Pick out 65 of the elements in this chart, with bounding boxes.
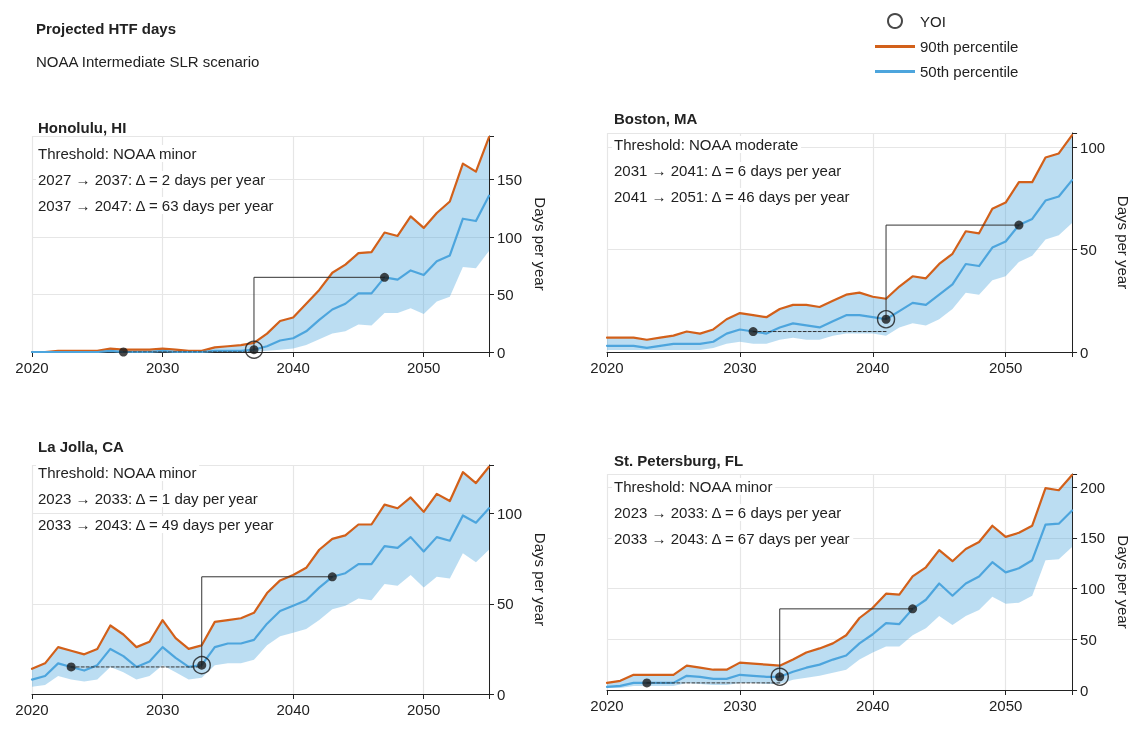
annotation: 2027 → 2037: Δ = 2 days per year xyxy=(38,171,266,188)
y-tick-label: 100 xyxy=(1080,138,1106,156)
annotation: Threshold: NOAA minor xyxy=(614,478,773,495)
point xyxy=(748,327,758,337)
y-tick-label: 50 xyxy=(1080,630,1097,648)
y-axis-title: Days per year xyxy=(1115,535,1132,629)
chart-title: St. Petersburg, FL xyxy=(614,452,744,469)
y-tick-label: 50 xyxy=(1080,241,1097,259)
text: NOAA Intermediate SLR scenario xyxy=(36,53,260,70)
y-tick-label: 0 xyxy=(497,685,506,703)
point xyxy=(118,347,128,357)
annotation: 2033 → 2043: Δ = 67 days per year xyxy=(614,530,850,547)
chart-title: Honolulu, HI xyxy=(38,119,127,136)
y-tick-label: 200 xyxy=(1080,478,1106,496)
x-tick-label: 2040 xyxy=(276,701,310,718)
x-tick-label: 2050 xyxy=(407,359,441,376)
x-tick-label: 2020 xyxy=(590,697,624,714)
y-tick-label: 50 xyxy=(497,595,514,613)
x-tick-label: 2050 xyxy=(407,701,441,718)
chart-title: La Jolla, CA xyxy=(38,438,125,455)
x-tick-label: 2030 xyxy=(723,697,757,714)
x-tick-label: 2040 xyxy=(276,359,310,376)
legend-label: 90th percentile xyxy=(920,38,1019,55)
legend-label: 50th percentile xyxy=(920,63,1019,80)
x-tick-label: 2020 xyxy=(590,359,624,376)
legend-label: YOI xyxy=(920,12,946,30)
x-tick-label: 2030 xyxy=(723,359,757,376)
y-tick-label: 50 xyxy=(497,286,514,304)
annotation: 2041 → 2051: Δ = 46 days per year xyxy=(614,188,850,205)
x-tick-label: 2020 xyxy=(15,701,49,718)
text: Projected HTF days xyxy=(36,20,177,37)
point xyxy=(908,604,918,614)
annotation: Threshold: NOAA minor xyxy=(38,464,197,481)
annotation: 2023 → 2033: Δ = 1 day per year xyxy=(38,490,258,507)
point xyxy=(642,678,652,688)
point xyxy=(380,272,390,282)
x-tick-label: 2030 xyxy=(145,701,180,718)
y-tick-label: 150 xyxy=(1080,529,1106,547)
y-tick-label: 150 xyxy=(497,171,523,189)
line-series xyxy=(30,507,491,681)
y-tick-label: 100 xyxy=(1080,580,1106,598)
annotation: 2023 → 2033: Δ = 6 days per year xyxy=(614,504,842,521)
x-tick-label: 2050 xyxy=(988,697,1023,714)
y-tick-label: 0 xyxy=(1080,343,1089,361)
chart-title: Boston, MA xyxy=(614,110,698,127)
y-axis-title: Days per year xyxy=(531,197,549,291)
x-tick-label: 2030 xyxy=(145,359,180,376)
point xyxy=(1014,220,1024,230)
annotation: 2033 → 2043: Δ = 49 days per year xyxy=(38,516,274,533)
annotation: 2037 → 2047: Δ = 63 days per year xyxy=(38,197,274,214)
point xyxy=(327,572,337,582)
y-tick-label: 0 xyxy=(497,343,506,361)
x-tick-label: 2050 xyxy=(988,359,1023,376)
x-tick-label: 2040 xyxy=(856,359,890,376)
y-tick-label: 0 xyxy=(1080,681,1089,699)
y-axis-title: Days per year xyxy=(531,532,549,627)
point xyxy=(66,662,76,672)
x-tick-label: 2040 xyxy=(856,697,890,714)
annotation: Threshold: NOAA minor xyxy=(38,145,197,162)
x-tick-label: 2020 xyxy=(15,359,49,376)
y-tick-label: 100 xyxy=(497,505,523,523)
y-tick-label: 100 xyxy=(497,228,523,246)
y-axis-title: Days per year xyxy=(1115,195,1132,290)
annotation: Threshold: NOAA moderate xyxy=(614,136,799,153)
annotation: 2031 → 2041: Δ = 6 days per year xyxy=(614,162,842,179)
